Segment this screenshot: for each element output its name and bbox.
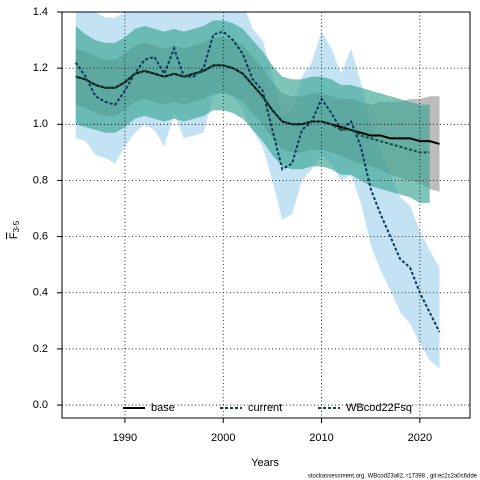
y-tick-label: 0.0 bbox=[33, 399, 48, 411]
legend-label: current bbox=[248, 402, 282, 414]
y-tick-label: 0.2 bbox=[33, 343, 48, 355]
x-tick-label: 2010 bbox=[309, 432, 333, 444]
x-tick-label: 2020 bbox=[408, 432, 432, 444]
bands bbox=[75, 12, 440, 369]
y-tick-label: 0.8 bbox=[33, 174, 48, 186]
x-axis-label: Years bbox=[251, 457, 279, 469]
confidence-band bbox=[75, 20, 430, 203]
lines bbox=[74, 30, 441, 333]
series-line bbox=[75, 64, 430, 154]
series-line bbox=[74, 30, 441, 333]
y-label-sub: 3-5 bbox=[12, 220, 21, 232]
legend-label: base bbox=[151, 402, 175, 414]
footer: stockassessment.org, WBcod23all2, r17398… bbox=[308, 474, 478, 480]
legend-label: WBcod22Fsq bbox=[346, 402, 412, 414]
y-tick-label: 1.2 bbox=[33, 62, 48, 74]
y-tick-label: 0.6 bbox=[33, 231, 48, 243]
y-axis-label: F3-5 bbox=[8, 220, 21, 239]
x-tick-label: 1990 bbox=[113, 432, 137, 444]
y-tick-label: 0.4 bbox=[33, 287, 48, 299]
y-label-main: F bbox=[8, 232, 20, 239]
y-tick-label: 1.4 bbox=[33, 6, 48, 18]
y-tick-label: 1.0 bbox=[33, 118, 48, 130]
x-tick-label: 2000 bbox=[211, 432, 235, 444]
